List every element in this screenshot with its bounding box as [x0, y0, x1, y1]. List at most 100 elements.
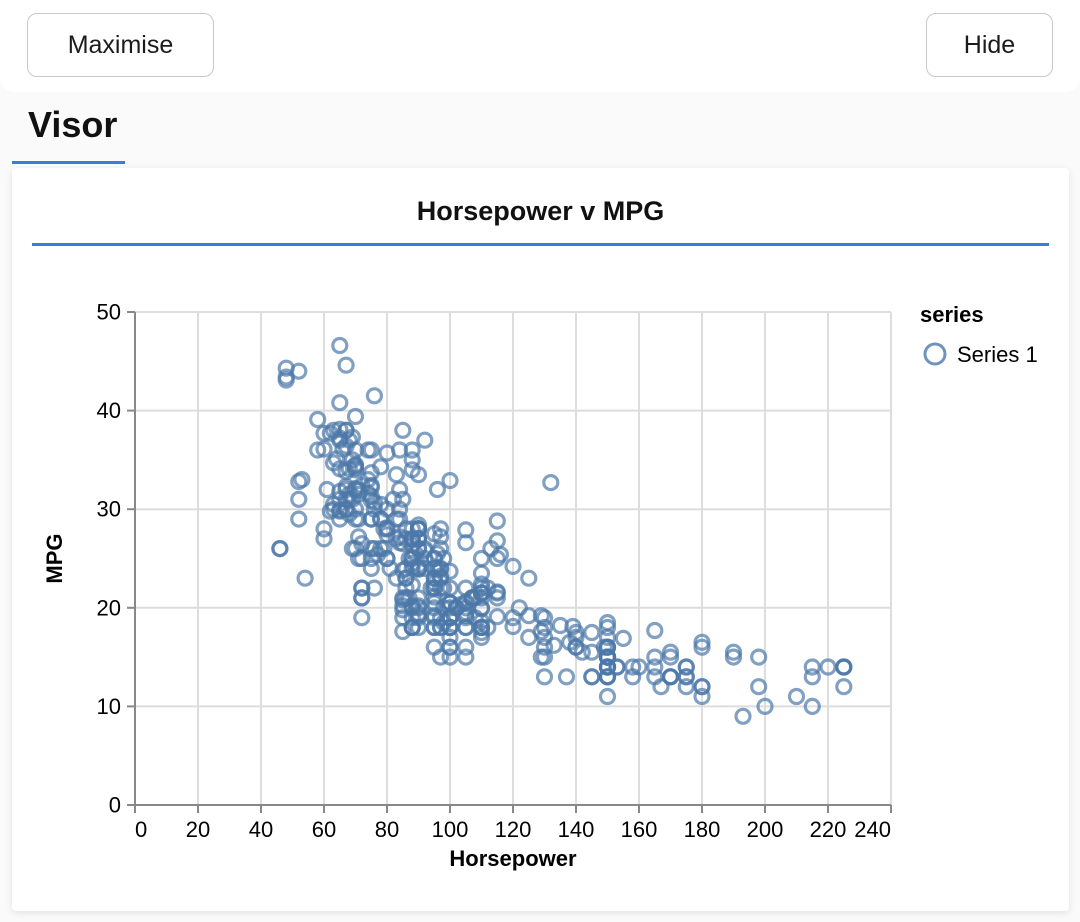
- scatter-point: [315, 440, 333, 458]
- scatter-point: [504, 557, 522, 575]
- x-tick-label: 40: [249, 817, 273, 842]
- scatter-point: [488, 608, 506, 626]
- scatter-point: [324, 454, 343, 472]
- scatter-point: [321, 502, 339, 520]
- scatter-point: [432, 528, 450, 546]
- scatter-point: [835, 678, 853, 696]
- scatter-point: [608, 658, 626, 676]
- maximise-button[interactable]: Maximise: [27, 13, 214, 77]
- hide-button[interactable]: Hide: [926, 13, 1053, 77]
- scatter-point: [787, 687, 806, 706]
- scatter-point: [535, 638, 554, 656]
- x-tick-label: 20: [186, 817, 210, 842]
- scatter-point: [428, 480, 446, 499]
- scatter-point: [337, 480, 355, 499]
- legend-symbol-circle: [923, 342, 947, 366]
- scatter-point: [551, 616, 569, 635]
- x-tick-label: 0: [135, 817, 147, 842]
- scatter-point: [290, 510, 308, 528]
- scatter-point: [315, 424, 333, 442]
- scatter-point: [441, 638, 459, 656]
- scatter-point: [409, 597, 428, 615]
- scatter-point: [532, 648, 550, 666]
- title-rule: [32, 243, 1049, 246]
- surface-card: Horsepower v MPG 0 20 40 60 80 100 120 140 160 18…: [12, 168, 1069, 911]
- scatter-point: [315, 520, 333, 538]
- scatter-point: [403, 451, 421, 469]
- scatter-point: [315, 530, 333, 548]
- scatter-point: [646, 621, 664, 640]
- scatter-point: [394, 601, 412, 619]
- scatter-point: [387, 466, 405, 484]
- scatter-point: [441, 472, 459, 490]
- scatter-point: [403, 576, 421, 594]
- scatter-point: [353, 609, 371, 627]
- scatter-point: [652, 678, 670, 696]
- tab-visor[interactable]: Visor: [28, 104, 118, 145]
- scatter-point: [362, 441, 380, 459]
- scatter-point: [693, 678, 711, 696]
- x-tick-label: 200: [747, 817, 784, 842]
- scatter-point: [350, 528, 368, 546]
- scatter-point: [457, 534, 475, 552]
- scatter-point: [583, 623, 601, 642]
- scatter-point: [491, 546, 509, 564]
- scatter-point: [394, 490, 412, 508]
- scatter-point: [271, 540, 289, 558]
- scatter-point: [331, 336, 349, 355]
- scatter-point: [340, 490, 358, 508]
- scatter-point: [488, 512, 506, 530]
- scatter-point: [598, 614, 617, 632]
- scatter-point: [646, 658, 664, 676]
- scatter-point: [441, 648, 459, 666]
- scatter-point: [624, 668, 642, 686]
- scatter-point: [403, 530, 421, 548]
- scatter-point: [583, 668, 601, 686]
- scatter-point: [425, 638, 443, 656]
- scatter-point: [450, 596, 468, 614]
- scatter-point: [677, 658, 695, 676]
- scatter-point: [290, 473, 308, 491]
- y-tick-label: 30: [97, 497, 121, 522]
- scatter-point: [573, 643, 591, 661]
- scatter-point: [614, 629, 632, 647]
- scatter-point: [346, 441, 365, 459]
- scatter-point: [331, 394, 349, 412]
- scatter-point: [504, 609, 522, 627]
- scatter-point: [598, 658, 617, 676]
- scatter-point: [309, 441, 327, 459]
- y-axis-title: MPG: [42, 533, 67, 583]
- x-tick-label: 240: [854, 817, 891, 842]
- scatter-point: [561, 633, 579, 651]
- scatter-point: [378, 549, 396, 568]
- scatter-point: [337, 421, 355, 439]
- scatter-point: [346, 407, 365, 426]
- scatter-point: [391, 441, 409, 459]
- scatter-point: [384, 490, 402, 508]
- scatter-point: [535, 668, 554, 686]
- scatter-point: [369, 546, 387, 564]
- scatter-point: [331, 420, 349, 438]
- scatter-point: [362, 559, 380, 577]
- scatter-point: [803, 668, 821, 686]
- scatter-point: [365, 579, 383, 597]
- scatter-point: [803, 658, 821, 676]
- scatter-point: [309, 410, 327, 429]
- scatter-point: [403, 461, 421, 479]
- x-tick-label: 160: [621, 817, 658, 842]
- scatter-point: [394, 622, 412, 641]
- scatter-point: [425, 588, 443, 606]
- scatter-point: [353, 549, 371, 568]
- scatter-point: [403, 597, 421, 615]
- scatter-point: [750, 648, 768, 666]
- scatter-point: [542, 474, 560, 492]
- scatter-point: [661, 643, 680, 661]
- active-tab-indicator: [12, 161, 125, 164]
- y-tick-label: 50: [97, 300, 121, 325]
- legend-title: series: [920, 302, 984, 327]
- scatter-point: [346, 461, 365, 479]
- scatter-point: [457, 638, 475, 656]
- scatter-point: [290, 362, 308, 380]
- chart-title: Horsepower v MPG: [416, 196, 665, 226]
- y-tick-label: 0: [109, 793, 121, 818]
